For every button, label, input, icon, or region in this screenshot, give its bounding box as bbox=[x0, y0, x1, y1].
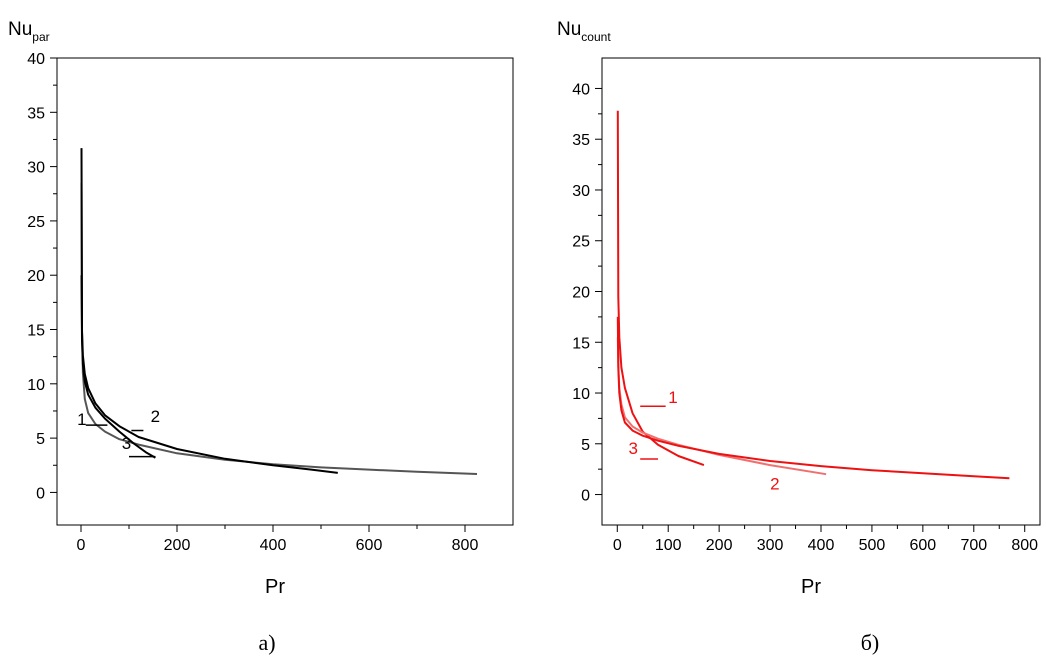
x-tick-label: 700 bbox=[960, 537, 987, 554]
y-tick-label: 40 bbox=[27, 51, 45, 68]
series-line-2 bbox=[80, 148, 338, 474]
plot-frame bbox=[601, 57, 1041, 526]
series-line-3 bbox=[80, 275, 156, 459]
y-tick-label: 10 bbox=[27, 377, 45, 394]
y-tick-label: 30 bbox=[27, 160, 45, 177]
x-tick-label: 100 bbox=[655, 537, 682, 554]
y-tick-label: 0 bbox=[581, 488, 590, 505]
chart-panel-1: 0 200 400 600 800 0 5 10 15 20 25 30 35 40 Nupar Pr 1 2 3 а… bbox=[8, 19, 514, 655]
x-tick-label: 300 bbox=[757, 537, 784, 554]
y-tick-label: 5 bbox=[36, 431, 45, 448]
y-tick-label: 25 bbox=[27, 214, 45, 231]
curve-label-3: 3 bbox=[122, 434, 131, 453]
panel-caption: б) bbox=[861, 630, 880, 655]
x-axis-label: Pr bbox=[801, 576, 821, 598]
x-tick-label: 200 bbox=[706, 537, 733, 554]
y-tick-label: 20 bbox=[27, 268, 45, 285]
y-tick-label: 20 bbox=[572, 285, 590, 302]
y-tick-label: 30 bbox=[572, 183, 590, 200]
x-tick-label: 600 bbox=[910, 537, 937, 554]
series-line-1 bbox=[616, 110, 705, 467]
series-line-3 bbox=[616, 316, 1010, 480]
x-tick-label: 0 bbox=[613, 537, 622, 554]
y-tick-label: 15 bbox=[572, 335, 590, 352]
y-axis-label: Nucount bbox=[557, 19, 611, 44]
curve-label-2: 2 bbox=[770, 474, 779, 493]
y-tick-label: 25 bbox=[572, 234, 590, 251]
x-tick-label: 600 bbox=[356, 537, 383, 554]
y-tick-label: 35 bbox=[27, 105, 45, 122]
y-tick-label: 10 bbox=[572, 386, 590, 403]
curve-label-1: 1 bbox=[668, 388, 677, 407]
y-tick-label: 40 bbox=[572, 81, 590, 98]
y-axis-label: Nupar bbox=[8, 19, 50, 44]
y-tick-label: 0 bbox=[36, 485, 45, 502]
plot-frame bbox=[56, 57, 514, 526]
curve-label-3: 3 bbox=[628, 439, 637, 458]
x-tick-label: 400 bbox=[260, 537, 287, 554]
x-axis-label: Pr bbox=[265, 576, 285, 598]
x-tick-label: 200 bbox=[164, 537, 191, 554]
x-tick-label: 500 bbox=[859, 537, 886, 554]
y-tick-label: 15 bbox=[27, 323, 45, 340]
x-tick-label: 0 bbox=[77, 537, 86, 554]
chart-panel-2: 0 100 200 300 400 500 600 700 800 0 5 10 15 20 25 30 35 4… bbox=[557, 19, 1041, 655]
x-tick-label: 800 bbox=[452, 537, 479, 554]
y-tick-label: 35 bbox=[572, 132, 590, 149]
x-tick-label: 400 bbox=[808, 537, 835, 554]
curve-label-1: 1 bbox=[77, 410, 86, 429]
x-tick-label: 800 bbox=[1011, 537, 1038, 554]
series-line-1 bbox=[80, 182, 478, 475]
curve-label-2: 2 bbox=[151, 407, 160, 426]
y-tick-label: 5 bbox=[581, 437, 590, 454]
panel-caption: а) bbox=[258, 630, 275, 655]
